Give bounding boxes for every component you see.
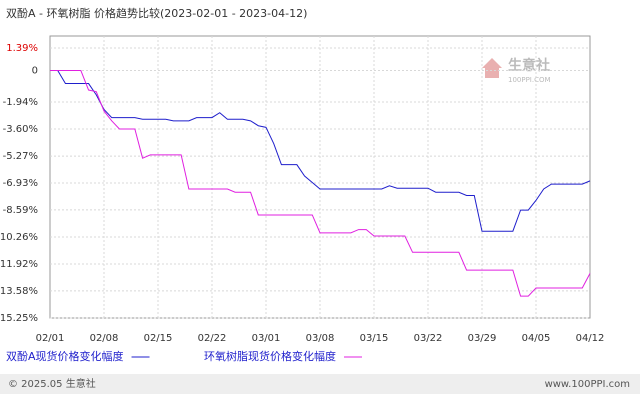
footer-left: © 2025.05 生意社: [8, 377, 96, 390]
footer-bar: [0, 374, 640, 394]
x-tick-label: 04/12: [576, 333, 605, 344]
y-tick-label: -13.58%: [0, 286, 38, 297]
y-tick-label: -6.93%: [3, 178, 38, 189]
x-tick-label: 04/05: [522, 333, 551, 344]
footer-right: www.100PPI.com: [545, 379, 630, 390]
x-tick-label: 02/15: [144, 333, 173, 344]
x-tick-label: 03/08: [306, 333, 335, 344]
x-tick-label: 02/22: [198, 333, 227, 344]
y-tick-label: -3.60%: [3, 124, 38, 135]
x-tick-label: 03/01: [252, 333, 281, 344]
x-tick-label: 03/15: [360, 333, 389, 344]
x-tick-label: 02/01: [36, 333, 65, 344]
series-line: [50, 70, 591, 297]
x-tick-label: 03/29: [468, 333, 497, 344]
watermark-name: 生意社: [508, 57, 550, 74]
chart-title: 双酚A - 环氧树脂 价格趋势比较(2023-02-01 - 2023-04-1…: [6, 6, 307, 20]
y-tick-label: -1.94%: [3, 97, 38, 108]
y-tick-label: 1.39%: [6, 43, 38, 54]
y-tick-label: 0: [32, 66, 38, 77]
watermark-icon: [482, 58, 502, 78]
y-tick-label: -8.59%: [3, 205, 38, 216]
y-tick-label: -11.92%: [0, 259, 38, 270]
x-tick-label: 03/22: [414, 333, 443, 344]
watermark-url: 100PPI.COM: [508, 76, 551, 84]
legend-label: 双酚A现货价格变化幅度: [6, 349, 124, 363]
y-tick-label: -5.27%: [3, 151, 38, 162]
y-tick-label: -10.26%: [0, 232, 38, 243]
legend-label: 环氧树脂现货价格变化幅度: [204, 349, 336, 363]
y-tick-label: -15.25%: [0, 313, 38, 324]
series-line: [50, 70, 591, 232]
x-tick-label: 02/08: [90, 333, 119, 344]
watermark: 生意社 100PPI.COM: [482, 57, 551, 84]
